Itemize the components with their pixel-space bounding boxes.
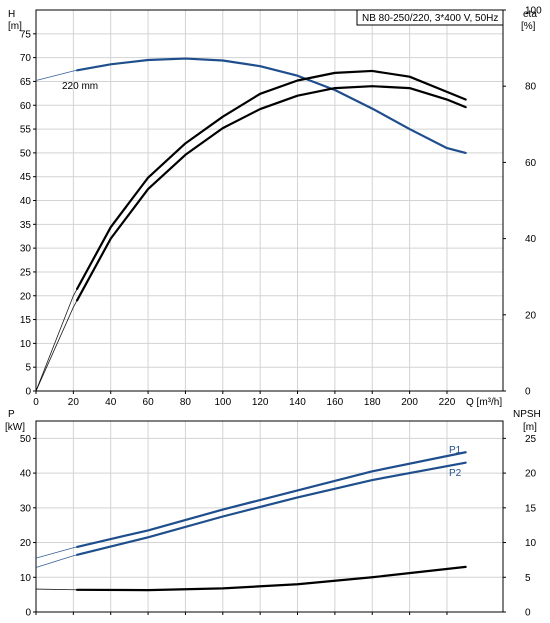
x-tick-label: 220 <box>439 397 456 408</box>
series-label-p2: P2 <box>449 468 462 479</box>
top-y-left-tick-label: 20 <box>20 291 32 302</box>
top-y-left-tick-label: 5 <box>25 363 31 374</box>
bottom-series-0-line <box>76 451 467 548</box>
top-y-right-label: eta <box>523 9 537 20</box>
top-y-right-tick-label: 20 <box>525 310 537 321</box>
bottom-y-right-tick-label: 25 <box>525 434 537 445</box>
x-tick-label: 80 <box>180 397 192 408</box>
x-axis-label: Q [m³/h] <box>466 397 502 408</box>
top-y-right-tick-label: 40 <box>525 234 537 245</box>
series-label-p1: P1 <box>449 445 462 456</box>
bottom-y-left-unit: [kW] <box>5 422 25 433</box>
x-tick-label: 20 <box>68 397 80 408</box>
top-y-left-unit: [m] <box>8 21 22 32</box>
x-tick-label: 160 <box>327 397 344 408</box>
bottom-plot-frame <box>35 420 504 613</box>
top-y-left-tick-label: 15 <box>20 315 32 326</box>
top-series-0-line <box>76 57 467 154</box>
x-tick-label: 100 <box>214 397 231 408</box>
top-y-left-tick-label: 65 <box>20 77 32 88</box>
bottom-y-right-tick-label: 20 <box>525 469 537 480</box>
top-y-left-tick-label: 25 <box>20 267 32 278</box>
x-tick-label: 200 <box>401 397 418 408</box>
top-y-left-tick-label: 30 <box>20 244 32 255</box>
bottom-panel-curves <box>35 451 467 592</box>
bottom-y-left-tick-label: 30 <box>20 503 32 514</box>
top-panel-ticks: 0 20 40 60 80 100 120 140 160 180 200 2200510152025… <box>20 6 542 409</box>
top-y-left-tick-label: 40 <box>20 196 32 207</box>
top-y-left-tick-label: 75 <box>20 29 32 40</box>
x-tick-label: 40 <box>105 397 117 408</box>
pump-model-label: NB 80-250/220, 3*400 V, 50Hz <box>362 13 498 24</box>
bottom-y-left-tick-label: 0 <box>25 608 31 619</box>
bottom-y-left-tick-label: 20 <box>20 538 32 549</box>
top-series-1-line <box>76 69 467 290</box>
bottom-y-right-tick-label: 0 <box>525 608 531 619</box>
top-y-left-tick-label: 10 <box>20 339 32 350</box>
top-y-left-tick-label: 45 <box>20 172 32 183</box>
bottom-y-left-tick-label: 10 <box>20 573 32 584</box>
bottom-y-right-unit: [m] <box>523 422 537 433</box>
impeller-diameter-annotation: 220 mm <box>62 81 98 92</box>
top-y-right-tick-label: 80 <box>525 82 537 93</box>
top-y-right-tick-label: 0 <box>525 387 531 398</box>
top-y-left-tick-label: 50 <box>20 148 32 159</box>
bottom-series-2-line <box>76 565 467 592</box>
x-tick-label: 180 <box>364 397 381 408</box>
top-y-right-unit: [%] <box>521 21 536 32</box>
top-y-right-tick-label: 100 <box>525 6 542 17</box>
top-y-left-tick-label: 60 <box>20 101 32 112</box>
x-tick-label: 140 <box>289 397 306 408</box>
x-tick-label: 60 <box>143 397 155 408</box>
bottom-y-left-tick-label: 40 <box>20 469 32 480</box>
top-panel-curves <box>35 57 467 392</box>
bottom-panel-ticks: 0 10 20 30 40 50 0 5 10 15 20 25 <box>20 434 537 619</box>
bottom-y-right-tick-label: 5 <box>525 573 531 584</box>
pump-model-box <box>356 9 504 26</box>
top-y-right-tick-label: 60 <box>525 158 537 169</box>
top-y-left-label: H <box>8 9 15 20</box>
top-y-left-tick-label: 0 <box>25 387 31 398</box>
top-series-2-line <box>76 85 467 302</box>
bottom-series-1-line <box>76 461 467 556</box>
bottom-y-left-tick-label: 50 <box>20 434 32 445</box>
bottom-y-right-tick-label: 10 <box>525 538 537 549</box>
top-y-left-tick-label: 70 <box>20 53 32 64</box>
bottom-y-left-label: P <box>8 409 15 420</box>
bottom-y-right-label: NPSH <box>513 409 541 420</box>
bottom-y-right-tick-label: 15 <box>525 503 537 514</box>
top-y-left-tick-label: 55 <box>20 125 32 136</box>
x-tick-label: 120 <box>252 397 269 408</box>
top-y-left-tick-label: 35 <box>20 220 32 231</box>
x-tick-label: 0 <box>33 397 39 408</box>
